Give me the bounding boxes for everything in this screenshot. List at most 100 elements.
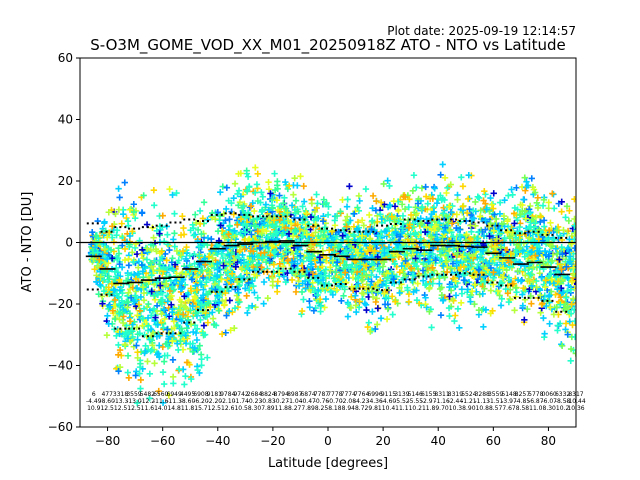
scatter-point [119, 242, 126, 249]
scatter-point [186, 252, 194, 259]
scatter-point [552, 291, 559, 298]
scatter-point [121, 256, 129, 264]
scatter-point [160, 306, 168, 313]
scatter-point [245, 304, 252, 312]
bin-stat-sds: 10.2 [409, 405, 423, 412]
scatter-point [131, 215, 139, 222]
scatter-point [369, 266, 377, 273]
scatter-point [194, 226, 202, 234]
scatter-point [299, 280, 306, 287]
scatter-point [380, 180, 387, 188]
scatter-point [451, 317, 458, 325]
scatter-point [134, 312, 141, 319]
scatter-point [171, 210, 178, 217]
scatter-point [396, 269, 403, 276]
scatter-point [164, 231, 171, 238]
scatter-point [358, 289, 366, 297]
scatter-point [156, 267, 163, 274]
bin-stat-sds: 12.6 [221, 405, 235, 412]
scatter-point [460, 276, 468, 284]
scatter-point [480, 262, 487, 270]
scatter-point [161, 315, 168, 323]
scatter-point [369, 192, 377, 200]
scatter-point [111, 296, 119, 304]
scatter-point [562, 326, 569, 333]
scatter-point [158, 253, 166, 261]
scatter-point [303, 231, 310, 238]
scatter-point [412, 204, 419, 211]
scatter-point [322, 266, 330, 273]
scatter-point [254, 228, 261, 235]
scatter-point [125, 289, 132, 297]
scatter-point [155, 261, 163, 268]
scatter-point [526, 202, 534, 210]
scatter-point [490, 205, 497, 212]
scatter-point [197, 281, 205, 288]
scatter-point [392, 298, 399, 305]
scatter-point [222, 329, 229, 336]
scatter-point [524, 182, 532, 189]
scatter-point [388, 231, 396, 239]
scatter-point [564, 331, 571, 338]
scatter-point [133, 324, 141, 331]
scatter-point [520, 284, 527, 292]
scatter-point [546, 292, 553, 299]
scatter-point [437, 311, 445, 319]
scatter-point [250, 282, 257, 290]
scatter-point [441, 174, 449, 181]
scatter-point [180, 231, 188, 238]
scatter-point [281, 254, 288, 262]
bin-stat-sds: 10.9 [87, 405, 101, 412]
scatter-point [196, 277, 204, 285]
scatter-point [562, 214, 569, 221]
scatter-point [204, 354, 211, 361]
scatter-point [113, 227, 121, 234]
scatter-point [495, 253, 502, 260]
scatter-point [261, 219, 268, 226]
scatter-point [226, 308, 233, 315]
scatter-point [298, 234, 306, 241]
scatter-point [388, 213, 396, 220]
scatter-point [567, 357, 574, 364]
scatter-point [556, 232, 564, 239]
scatter-point [244, 186, 251, 194]
scatter-point [409, 187, 417, 195]
scatter-point [137, 293, 145, 301]
scatter-point [476, 213, 484, 220]
scatter-point [398, 262, 405, 270]
scatter-point [152, 314, 159, 321]
scatter-point [482, 306, 490, 314]
scatter-point [222, 217, 229, 224]
scatter-point [489, 307, 496, 315]
scatter-point [472, 198, 479, 206]
y-tick-label: 60 [58, 51, 73, 65]
scatter-point [463, 264, 471, 271]
scatter-point [373, 321, 381, 328]
scatter-point [169, 373, 177, 380]
scatter-point [384, 305, 392, 313]
y-axis-label: ATO - NTO [DU] [20, 192, 35, 293]
scatter-point [224, 285, 231, 292]
scatter-point [565, 282, 572, 289]
scatter-point [285, 230, 293, 238]
chart-title: S-O3M_GOME_VOD_XX_M01_20250918Z ATO - NT… [90, 36, 566, 55]
scatter-point [228, 199, 235, 207]
scatter-point [177, 251, 184, 259]
scatter-point [300, 296, 307, 303]
scatter-point [537, 309, 544, 316]
scatter-point [234, 190, 241, 198]
scatter-point [135, 301, 143, 308]
scatter-point [300, 182, 307, 190]
scatter-point [120, 313, 127, 320]
scatter-point [313, 191, 320, 198]
scatter-point [317, 259, 324, 266]
scatter-point [542, 302, 550, 310]
scatter-point [263, 227, 270, 235]
bin-stat-sds: 12.5 [100, 405, 114, 412]
scatter-point [253, 215, 261, 222]
scatter-point [444, 184, 451, 192]
scatter-point [523, 178, 530, 185]
scatter-point [115, 276, 123, 283]
scatter-point [170, 236, 177, 243]
